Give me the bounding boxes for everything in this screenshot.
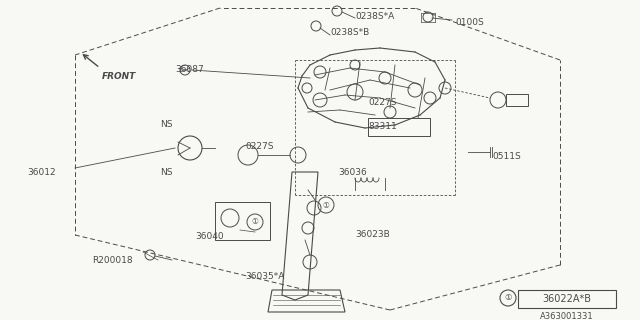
Text: 36087: 36087 bbox=[175, 65, 204, 74]
Text: 0227S: 0227S bbox=[245, 142, 273, 151]
Text: NS: NS bbox=[160, 120, 173, 129]
Text: 0238S*B: 0238S*B bbox=[330, 28, 369, 37]
Text: 0227S: 0227S bbox=[368, 98, 397, 107]
Text: 36012: 36012 bbox=[27, 168, 56, 177]
Text: NS: NS bbox=[160, 168, 173, 177]
Text: 36022A*B: 36022A*B bbox=[543, 294, 591, 304]
Text: A363001331: A363001331 bbox=[540, 312, 594, 320]
Text: 36023B: 36023B bbox=[355, 230, 390, 239]
Text: 36036: 36036 bbox=[338, 168, 367, 177]
Text: ①: ① bbox=[252, 218, 259, 227]
Text: 0238S*A: 0238S*A bbox=[355, 12, 394, 21]
Text: ①: ① bbox=[504, 293, 512, 302]
Text: 0511S: 0511S bbox=[492, 152, 521, 161]
Text: 0100S: 0100S bbox=[455, 18, 484, 27]
Text: FRONT: FRONT bbox=[102, 72, 136, 81]
Text: 36035*A: 36035*A bbox=[245, 272, 284, 281]
Text: 36040: 36040 bbox=[195, 232, 223, 241]
Text: ①: ① bbox=[323, 201, 330, 210]
Text: R200018: R200018 bbox=[92, 256, 132, 265]
Text: 83311: 83311 bbox=[368, 122, 397, 131]
